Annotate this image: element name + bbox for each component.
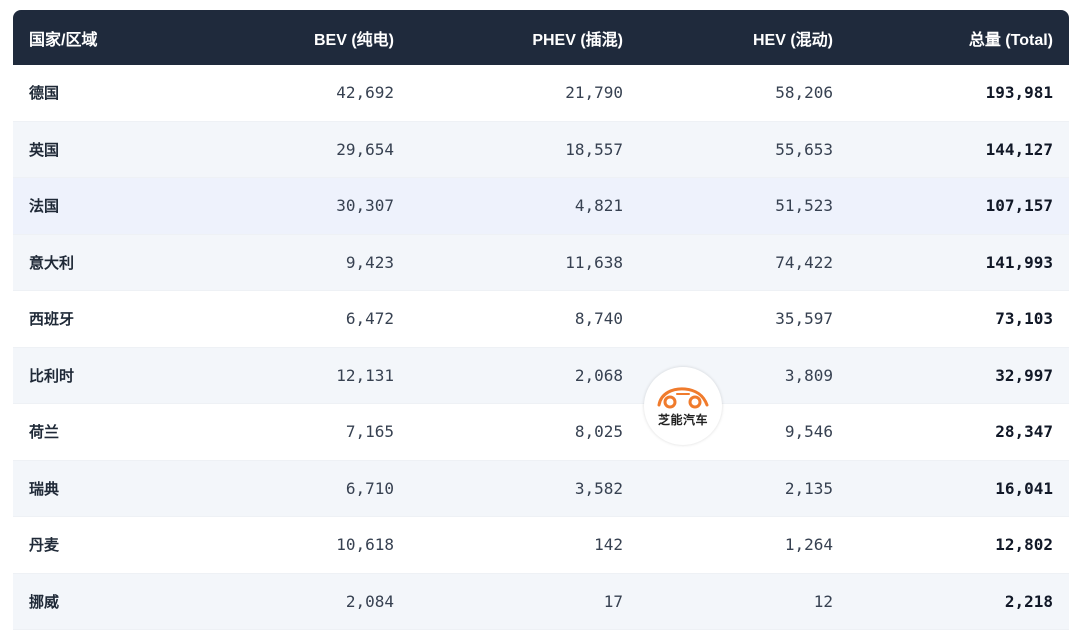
watermark-text: 芝能汽车 bbox=[657, 412, 708, 427]
sales-table: 国家/区域 BEV (纯电) PHEV (插混) HEV (混动) 总量 (To… bbox=[13, 10, 1069, 630]
table-row: 比利时 12,131 2,068 3,809 32,997 bbox=[13, 347, 1069, 404]
table-row: 西班牙 6,472 8,740 35,597 73,103 bbox=[13, 291, 1069, 348]
cell-phev: 3,582 bbox=[410, 460, 639, 517]
table-row: 德国 42,692 21,790 58,206 193,981 bbox=[13, 65, 1069, 122]
header-phev: PHEV (插混) bbox=[410, 10, 639, 65]
cell-total: 2,218 bbox=[849, 573, 1069, 630]
cell-country: 瑞典 bbox=[13, 460, 183, 517]
cell-phev: 18,557 bbox=[410, 121, 639, 178]
cell-total: 193,981 bbox=[849, 65, 1069, 122]
cell-total: 12,802 bbox=[849, 517, 1069, 574]
cell-country: 法国 bbox=[13, 178, 183, 235]
cell-bev: 9,423 bbox=[183, 234, 410, 291]
table-body: 德国 42,692 21,790 58,206 193,981 英国 29,65… bbox=[13, 65, 1069, 630]
cell-bev: 30,307 bbox=[183, 178, 410, 235]
table-row: 英国 29,654 18,557 55,653 144,127 bbox=[13, 121, 1069, 178]
watermark-logo: 芝能汽车 bbox=[644, 367, 722, 445]
cell-bev: 42,692 bbox=[183, 65, 410, 122]
table-row: 挪威 2,084 17 12 2,218 bbox=[13, 573, 1069, 630]
cell-country: 挪威 bbox=[13, 573, 183, 630]
cell-total: 16,041 bbox=[849, 460, 1069, 517]
cell-country: 比利时 bbox=[13, 347, 183, 404]
table-row: 意大利 9,423 11,638 74,422 141,993 bbox=[13, 234, 1069, 291]
header-hev: HEV (混动) bbox=[639, 10, 849, 65]
cell-bev: 2,084 bbox=[183, 573, 410, 630]
header-total: 总量 (Total) bbox=[849, 10, 1069, 65]
cell-phev: 4,821 bbox=[410, 178, 639, 235]
table-row: 荷兰 7,165 8,025 9,546 28,347 bbox=[13, 404, 1069, 461]
table-row: 瑞典 6,710 3,582 2,135 16,041 bbox=[13, 460, 1069, 517]
header-row: 国家/区域 BEV (纯电) PHEV (插混) HEV (混动) 总量 (To… bbox=[13, 10, 1069, 65]
cell-country: 英国 bbox=[13, 121, 183, 178]
cell-hev: 2,135 bbox=[639, 460, 849, 517]
cell-phev: 8,025 bbox=[410, 404, 639, 461]
cell-country: 德国 bbox=[13, 65, 183, 122]
cell-hev: 74,422 bbox=[639, 234, 849, 291]
cell-hev: 12 bbox=[639, 573, 849, 630]
cell-total: 73,103 bbox=[849, 291, 1069, 348]
cell-phev: 17 bbox=[410, 573, 639, 630]
cell-bev: 6,710 bbox=[183, 460, 410, 517]
cell-country: 荷兰 bbox=[13, 404, 183, 461]
table-row: 法国 30,307 4,821 51,523 107,157 bbox=[13, 178, 1069, 235]
cell-phev: 11,638 bbox=[410, 234, 639, 291]
cell-total: 107,157 bbox=[849, 178, 1069, 235]
cell-bev: 7,165 bbox=[183, 404, 410, 461]
cell-bev: 6,472 bbox=[183, 291, 410, 348]
cell-country: 丹麦 bbox=[13, 517, 183, 574]
cell-hev: 35,597 bbox=[639, 291, 849, 348]
cell-total: 144,127 bbox=[849, 121, 1069, 178]
cell-hev: 51,523 bbox=[639, 178, 849, 235]
header-country: 国家/区域 bbox=[13, 10, 183, 65]
cell-phev: 21,790 bbox=[410, 65, 639, 122]
header-bev: BEV (纯电) bbox=[183, 10, 410, 65]
cell-phev: 142 bbox=[410, 517, 639, 574]
cell-hev: 1,264 bbox=[639, 517, 849, 574]
data-table-container: 国家/区域 BEV (纯电) PHEV (插混) HEV (混动) 总量 (To… bbox=[13, 10, 1069, 630]
cell-total: 28,347 bbox=[849, 404, 1069, 461]
cell-hev: 55,653 bbox=[639, 121, 849, 178]
cell-country: 西班牙 bbox=[13, 291, 183, 348]
cell-bev: 10,618 bbox=[183, 517, 410, 574]
cell-phev: 2,068 bbox=[410, 347, 639, 404]
cell-total: 141,993 bbox=[849, 234, 1069, 291]
cell-hev: 58,206 bbox=[639, 65, 849, 122]
table-row: 丹麦 10,618 142 1,264 12,802 bbox=[13, 517, 1069, 574]
cell-country: 意大利 bbox=[13, 234, 183, 291]
table-header: 国家/区域 BEV (纯电) PHEV (插混) HEV (混动) 总量 (To… bbox=[13, 10, 1069, 65]
cell-bev: 12,131 bbox=[183, 347, 410, 404]
cell-phev: 8,740 bbox=[410, 291, 639, 348]
cell-bev: 29,654 bbox=[183, 121, 410, 178]
cell-total: 32,997 bbox=[849, 347, 1069, 404]
car-logo-icon bbox=[657, 386, 709, 408]
